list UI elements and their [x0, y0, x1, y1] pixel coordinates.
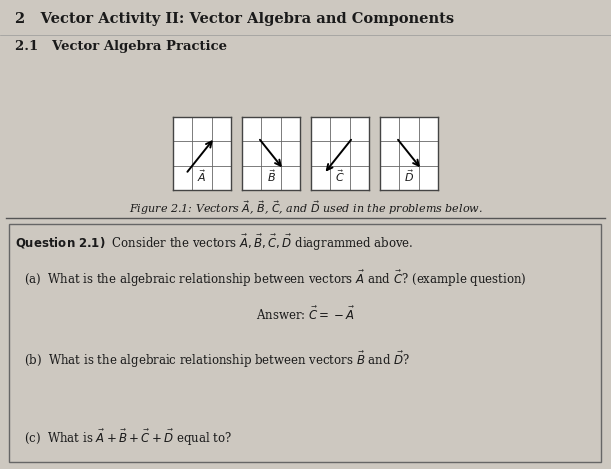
Text: (b)  What is the algebraic relationship between vectors $\vec{B}$ and $\vec{D}$?: (b) What is the algebraic relationship b… [24, 350, 411, 370]
Text: $\mathbf{Question\ 2.1)}$  Consider the vectors $\vec{A}, \vec{B}, \vec{C}, \vec: $\mathbf{Question\ 2.1)}$ Consider the v… [15, 233, 414, 253]
Text: $\vec{B}$: $\vec{B}$ [266, 168, 276, 184]
Text: $\vec{D}$: $\vec{D}$ [404, 168, 414, 184]
Text: 2   Vector Activity II: Vector Algebra and Components: 2 Vector Activity II: Vector Algebra and… [15, 12, 455, 26]
Text: $\vec{C}$: $\vec{C}$ [335, 168, 345, 184]
Text: Answer: $\vec{C} = -\vec{A}$: Answer: $\vec{C} = -\vec{A}$ [256, 306, 355, 323]
Text: Figure 2.1: Vectors $\vec{A}$, $\vec{B}$, $\vec{C}$, and $\vec{D}$ used in the p: Figure 2.1: Vectors $\vec{A}$, $\vec{B}$… [128, 199, 483, 217]
Text: (c)  What is $\vec{A} + \vec{B} + \vec{C} + \vec{D}$ equal to?: (c) What is $\vec{A} + \vec{B} + \vec{C}… [24, 428, 233, 448]
Text: (a)  What is the algebraic relationship between vectors $\vec{A}$ and $\vec{C}$?: (a) What is the algebraic relationship b… [24, 269, 527, 289]
Text: 2.1   Vector Algebra Practice: 2.1 Vector Algebra Practice [15, 40, 227, 53]
Text: $\vec{A}$: $\vec{A}$ [197, 168, 207, 184]
